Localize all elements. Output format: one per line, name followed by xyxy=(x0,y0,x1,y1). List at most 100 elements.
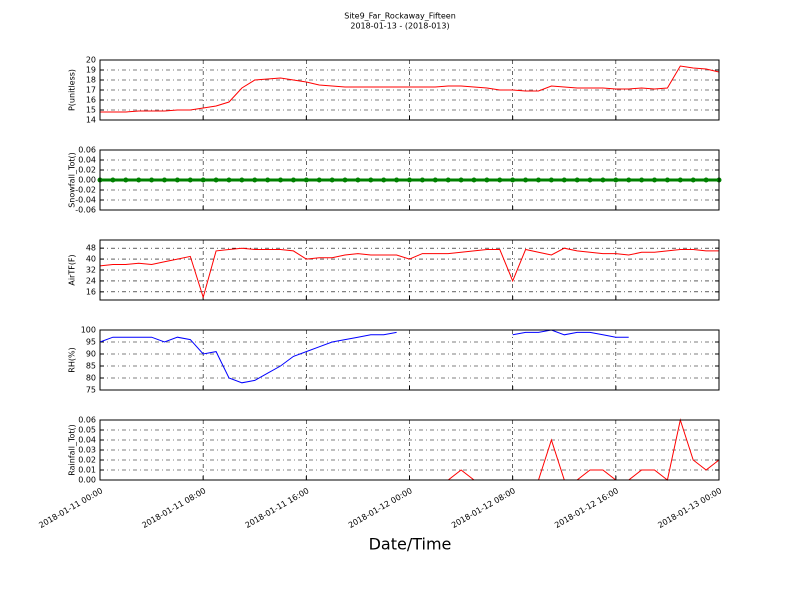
data-point xyxy=(278,177,284,183)
x-tick-label: 2018-01-11 16:00 xyxy=(244,486,311,530)
data-point xyxy=(381,177,387,183)
data-point xyxy=(316,177,322,183)
y-tick-label: 16 xyxy=(86,96,96,105)
data-point xyxy=(239,177,245,183)
data-point xyxy=(574,177,580,183)
data-point xyxy=(471,177,477,183)
data-point xyxy=(548,177,554,183)
y-tick-label: -0.06 xyxy=(75,206,96,215)
data-point xyxy=(626,177,632,183)
data-point xyxy=(484,177,490,183)
plot-frame xyxy=(99,329,720,391)
y-tick-label: 0.00 xyxy=(78,176,96,185)
x-tick-label: 2018-01-13 00:00 xyxy=(656,486,723,530)
y-tick-label: 0.06 xyxy=(78,416,96,425)
y-tick-label: 95 xyxy=(86,338,96,347)
y-tick-label: 80 xyxy=(86,374,96,383)
y-tick-label: 90 xyxy=(86,350,96,359)
data-point xyxy=(523,177,529,183)
y-tick-label: 40 xyxy=(86,255,96,264)
data-point xyxy=(394,177,400,183)
data-point xyxy=(161,177,167,183)
data-point xyxy=(677,177,683,183)
chart-subtitle: 2018-01-13 - (2018-013) xyxy=(350,22,449,31)
y-axis-label: Rainfall_Tot() xyxy=(68,424,77,476)
data-point xyxy=(587,177,593,183)
data-point xyxy=(445,177,451,183)
x-tick-label: 2018-01-12 16:00 xyxy=(553,486,620,530)
data-point xyxy=(342,177,348,183)
chart-title: Site9_Far_Rockaway_Fifteen xyxy=(344,12,456,21)
x-tick-label: 2018-01-11 08:00 xyxy=(140,486,207,530)
y-tick-label: -0.04 xyxy=(75,196,96,205)
y-tick-label: 0.00 xyxy=(78,476,96,485)
y-axis-label: AirTF(F) xyxy=(68,254,77,285)
data-point xyxy=(187,177,193,183)
y-tick-label: 32 xyxy=(86,266,96,275)
y-tick-label: 0.03 xyxy=(78,446,96,455)
data-point xyxy=(535,177,541,183)
data-line xyxy=(99,329,629,384)
data-point xyxy=(664,177,670,183)
data-point xyxy=(639,177,645,183)
data-point xyxy=(303,177,309,183)
y-tick-label: 100 xyxy=(81,326,96,335)
y-tick-label: 16 xyxy=(86,287,96,296)
y-tick-label: 20 xyxy=(86,56,96,65)
data-point xyxy=(200,177,206,183)
x-tick-label: 2018-01-11 00:00 xyxy=(37,486,104,530)
data-point xyxy=(329,177,335,183)
y-axis-label: P(unitless) xyxy=(68,69,77,111)
y-tick-label: 0.01 xyxy=(78,466,96,475)
y-axis-label: RH(%) xyxy=(68,347,77,372)
y-tick-label: 0.05 xyxy=(78,426,96,435)
y-axis-label: Snowfall_Tot() xyxy=(68,152,77,208)
y-tick-label: 18 xyxy=(86,76,96,85)
plot-frame xyxy=(99,149,720,211)
x-tick-label: 2018-01-12 00:00 xyxy=(347,486,414,530)
y-tick-label: 0.02 xyxy=(78,456,96,465)
data-point xyxy=(226,177,232,183)
data-point xyxy=(355,177,361,183)
data-point xyxy=(174,177,180,183)
data-point xyxy=(123,177,129,183)
data-point xyxy=(407,177,412,183)
data-point xyxy=(265,177,271,183)
y-tick-label: 17 xyxy=(86,86,96,95)
data-point xyxy=(510,177,516,183)
data-point xyxy=(497,177,503,183)
data-point xyxy=(213,177,219,183)
data-point xyxy=(613,177,619,183)
y-tick-label: 85 xyxy=(86,362,96,371)
y-tick-label: 75 xyxy=(86,386,96,395)
plot-frame xyxy=(99,239,720,301)
x-tick-label: 2018-01-12 08:00 xyxy=(450,486,517,530)
y-tick-label: 0.04 xyxy=(78,156,96,165)
y-tick-label: 15 xyxy=(86,106,96,115)
y-tick-label: -0.02 xyxy=(75,186,96,195)
y-tick-label: 14 xyxy=(86,116,96,125)
y-tick-label: 0.06 xyxy=(78,146,96,155)
y-tick-label: 19 xyxy=(86,66,96,75)
data-point xyxy=(252,177,258,183)
data-point xyxy=(432,177,438,183)
plot-frame xyxy=(99,419,720,481)
y-tick-label: 0.02 xyxy=(78,166,96,175)
data-point xyxy=(110,177,116,183)
data-point xyxy=(561,177,567,183)
y-tick-label: 24 xyxy=(86,276,96,285)
data-line xyxy=(99,247,719,300)
data-point xyxy=(136,177,142,183)
y-tick-label: 48 xyxy=(86,244,96,253)
data-point xyxy=(652,177,658,183)
data-point xyxy=(368,177,374,183)
x-axis-label: Date/Time xyxy=(369,535,452,554)
data-point xyxy=(458,177,464,183)
plot-frame xyxy=(99,59,720,121)
data-point xyxy=(290,177,296,183)
data-point xyxy=(703,177,709,183)
data-point xyxy=(600,177,606,183)
data-line xyxy=(100,65,720,113)
data-point xyxy=(419,177,425,183)
